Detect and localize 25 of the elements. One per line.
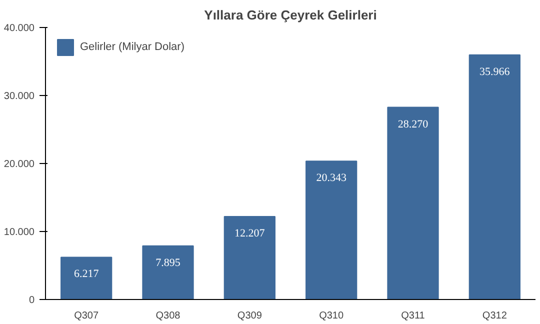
bar	[468, 54, 520, 300]
data-label: 12.207	[234, 227, 266, 240]
chart-title: Yıllara Göre Çeyrek Gelirleri	[204, 8, 377, 22]
y-tick-label: 10.000	[4, 227, 35, 238]
x-tick-label: Q308	[156, 310, 181, 322]
bar	[60, 256, 112, 300]
x-tick-label: Q307	[74, 310, 100, 322]
y-tick-label: 0	[28, 295, 35, 306]
data-label: 35.966	[480, 66, 510, 78]
y-tick-label: 40.000	[4, 23, 35, 34]
bar	[387, 106, 439, 300]
data-label: 7.895	[156, 256, 181, 269]
data-label: 6.217	[74, 268, 100, 280]
data-label: 20.343	[316, 172, 347, 184]
bar	[306, 160, 358, 300]
x-tick-label: Q309	[237, 310, 262, 322]
data-label: 28.270	[398, 118, 429, 130]
x-tick-label: Q310	[319, 310, 344, 322]
bar	[224, 216, 276, 300]
y-tick-label: 30.000	[4, 91, 35, 102]
bar	[142, 245, 194, 300]
y-tick-label: 20.000	[4, 159, 35, 170]
x-tick-label: Q312	[482, 310, 508, 322]
x-tick-label: Q311	[401, 310, 426, 322]
legend-label: Gelirler (Milyar Dolar)	[80, 41, 185, 53]
